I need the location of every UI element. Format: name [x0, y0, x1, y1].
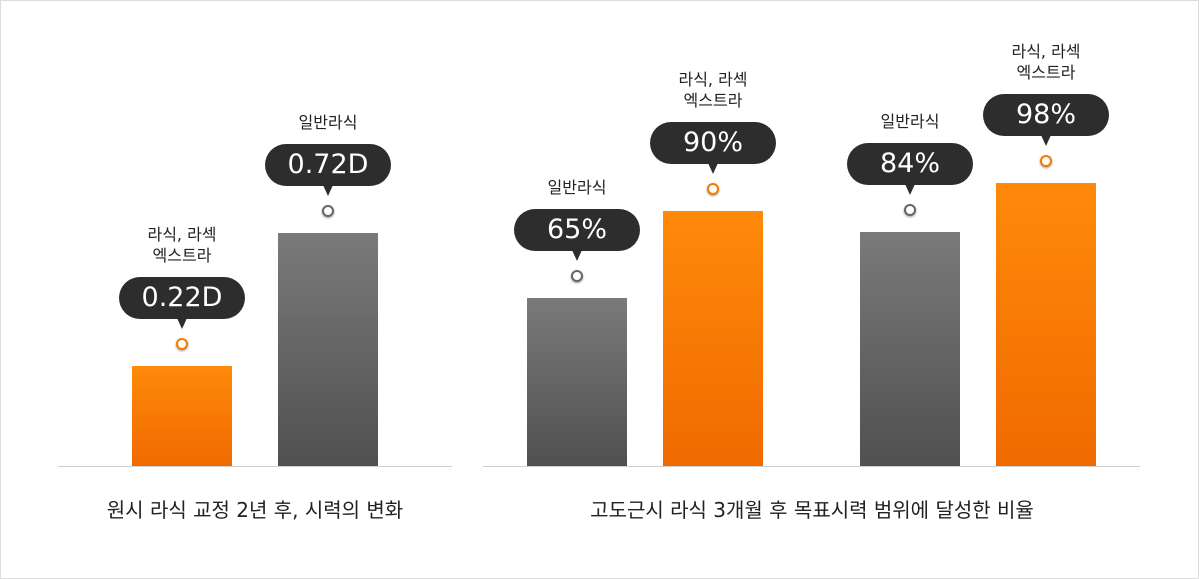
data-label: 90% [650, 121, 776, 174]
marker-dot [322, 204, 334, 217]
left-chart-title: 원시 라식 교정 2년 후, 시력의 변화 [106, 498, 404, 522]
category-label: 일반라식 [298, 112, 358, 132]
category-label: 일반라식 [880, 111, 940, 131]
category-label: 라식, 라섹 엑스트라 [678, 69, 748, 110]
bar [860, 231, 960, 466]
category-label: 라식, 라섹 엑스트라 [1011, 41, 1081, 82]
bar [527, 297, 627, 466]
left-chart-baseline [58, 466, 452, 467]
data-label: 0.72D [265, 143, 391, 196]
bar [132, 365, 232, 466]
bar [663, 210, 763, 466]
right-chart-baseline [483, 466, 1140, 467]
data-label: 0.22D [119, 276, 245, 329]
bar [278, 232, 378, 466]
marker-dot [176, 337, 188, 350]
marker-dot [904, 203, 916, 216]
category-label: 일반라식 [547, 177, 607, 197]
marker-dot [707, 182, 719, 195]
data-label: 65% [514, 208, 640, 261]
right-chart-title: 고도근시 라식 3개월 후 목표시력 범위에 달성한 비율 [590, 498, 1034, 522]
data-label: 84% [847, 142, 973, 195]
data-label: 98% [983, 93, 1109, 146]
marker-dot [571, 269, 583, 282]
category-label: 라식, 라섹 엑스트라 [147, 224, 217, 265]
bar [996, 182, 1096, 466]
marker-dot [1040, 154, 1052, 167]
